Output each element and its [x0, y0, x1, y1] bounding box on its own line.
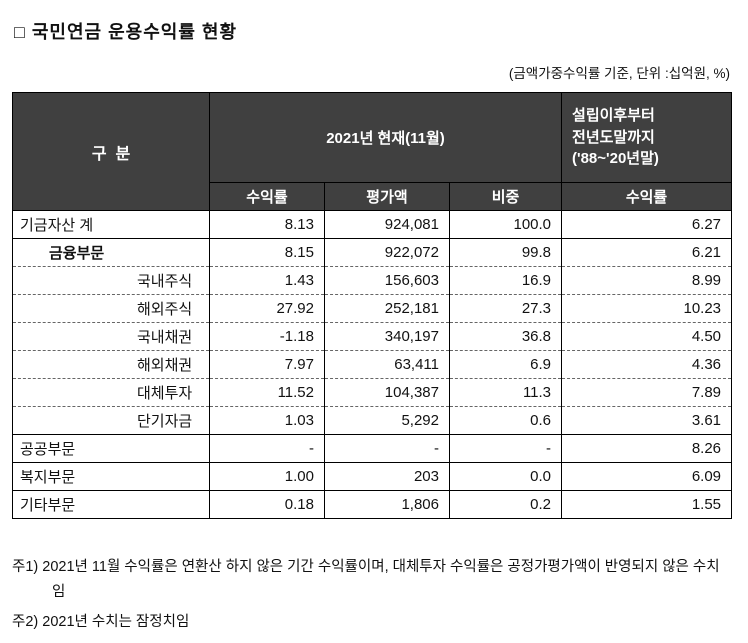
row-value: - — [324, 434, 450, 463]
row-label: 공공부문 — [12, 434, 210, 463]
row-value: 27.3 — [448, 294, 563, 323]
row-value: 203 — [324, 462, 450, 491]
row-value: 1.00 — [209, 462, 325, 491]
row-label: 복지부문 — [12, 462, 210, 491]
table-row: 금융부문 8.15 922,072 99.8 6.21 — [12, 238, 733, 267]
header-since-line-2: 전년도말까지 — [572, 128, 655, 146]
row-value: - — [448, 434, 563, 463]
row-value: 16.9 — [448, 266, 563, 295]
header-since-inception: 설립이후부터 전년도말까지 ('88~'20년말) — [561, 92, 733, 183]
row-label: 금융부문 — [12, 238, 210, 267]
row-label: 기타부문 — [12, 490, 210, 519]
table-row: 기타부문 0.18 1,806 0.2 1.55 — [12, 490, 733, 519]
header-since-return-rate: 수익률 — [561, 182, 733, 211]
row-value: 11.3 — [448, 378, 563, 407]
row-value: 104,387 — [324, 378, 450, 407]
row-value: 1,806 — [324, 490, 450, 519]
row-value: 36.8 — [448, 322, 563, 351]
row-value: 6.9 — [448, 350, 563, 379]
table-row: 기금자산 계 8.13 924,081 100.0 6.27 — [12, 210, 733, 239]
row-value: 156,603 — [324, 266, 450, 295]
table-row: 대체투자 11.52 104,387 11.3 7.89 — [12, 378, 733, 407]
header-category: 구 분 — [12, 92, 210, 211]
header-return-rate: 수익률 — [209, 182, 325, 211]
row-value: 922,072 — [324, 238, 450, 267]
table-row: 국내채권 -1.18 340,197 36.8 4.50 — [12, 322, 733, 351]
row-value: 7.97 — [209, 350, 325, 379]
row-value: 0.6 — [448, 406, 563, 435]
footnote-1: 주1) 2021년 11월 수익률은 연환산 하지 않은 기간 수익률이며, 대… — [12, 559, 720, 601]
row-value: 6.21 — [561, 238, 733, 267]
row-value: 100.0 — [448, 210, 563, 239]
row-value: 252,181 — [324, 294, 450, 323]
row-value: 1.03 — [209, 406, 325, 435]
row-value: 924,081 — [324, 210, 450, 239]
row-value: 8.15 — [209, 238, 325, 267]
table-row: 단기자금 1.03 5,292 0.6 3.61 — [12, 406, 733, 435]
row-value: 0.2 — [448, 490, 563, 519]
header-valuation-amount: 평가액 — [324, 182, 450, 211]
table-row: 복지부문 1.00 203 0.0 6.09 — [12, 462, 733, 491]
row-value: 8.99 — [561, 266, 733, 295]
row-value: 0.0 — [448, 462, 563, 491]
row-value: 6.09 — [561, 462, 733, 491]
row-label: 국내채권 — [12, 322, 210, 351]
row-value: 8.26 — [561, 434, 733, 463]
header-2021-group: 2021년 현재(11월) — [208, 92, 563, 183]
row-value: 7.89 — [561, 378, 733, 407]
row-label: 단기자금 — [12, 406, 210, 435]
row-value: 5,292 — [324, 406, 450, 435]
table-row: 해외주식 27.92 252,181 27.3 10.23 — [12, 294, 733, 323]
row-value: 4.50 — [561, 322, 733, 351]
footnote-2: 주2) 2021년 수치는 잠정치임 — [12, 613, 190, 630]
table-body: 기금자산 계 8.13 924,081 100.0 6.27 금융부문 8.15… — [12, 210, 733, 519]
row-value: 1.43 — [209, 266, 325, 295]
row-value: 99.8 — [448, 238, 563, 267]
row-value: 63,411 — [324, 350, 450, 379]
row-value: 340,197 — [324, 322, 450, 351]
row-value: -1.18 — [209, 322, 325, 351]
row-label: 대체투자 — [12, 378, 210, 407]
footnotes: 주1) 2021년 11월 수익률은 연환산 하지 않은 기간 수익률이며, 대… — [12, 555, 732, 635]
row-label: 기금자산 계 — [12, 210, 210, 239]
row-label: 해외주식 — [12, 294, 210, 323]
page-title: □ 국민연금 운용수익률 현황 — [14, 22, 238, 42]
row-value: 10.23 — [561, 294, 733, 323]
header-since-line-3: ('88~'20년말) — [572, 150, 659, 168]
row-value: 0.18 — [209, 490, 325, 519]
row-value: 6.27 — [561, 210, 733, 239]
row-value: 4.36 — [561, 350, 733, 379]
row-value: 11.52 — [209, 378, 325, 407]
header-weight: 비중 — [448, 182, 563, 211]
returns-table: 구 분 2021년 현재(11월) 설립이후부터 전년도말까지 ('88~'20… — [12, 92, 733, 519]
table-header: 구 분 2021년 현재(11월) 설립이후부터 전년도말까지 ('88~'20… — [12, 92, 733, 211]
row-label: 국내주식 — [12, 266, 210, 295]
row-value: 1.55 — [561, 490, 733, 519]
table-row: 공공부문 - - - 8.26 — [12, 434, 733, 463]
row-label: 해외채권 — [12, 350, 210, 379]
header-since-line-1: 설립이후부터 — [572, 106, 655, 124]
row-value: 8.13 — [209, 210, 325, 239]
row-value: - — [209, 434, 325, 463]
row-value: 27.92 — [209, 294, 325, 323]
unit-note: (금액가중수익률 기준, 단위 :십억원, %) — [508, 66, 730, 81]
table-row: 국내주식 1.43 156,603 16.9 8.99 — [12, 266, 733, 295]
row-value: 3.61 — [561, 406, 733, 435]
table-row: 해외채권 7.97 63,411 6.9 4.36 — [12, 350, 733, 379]
